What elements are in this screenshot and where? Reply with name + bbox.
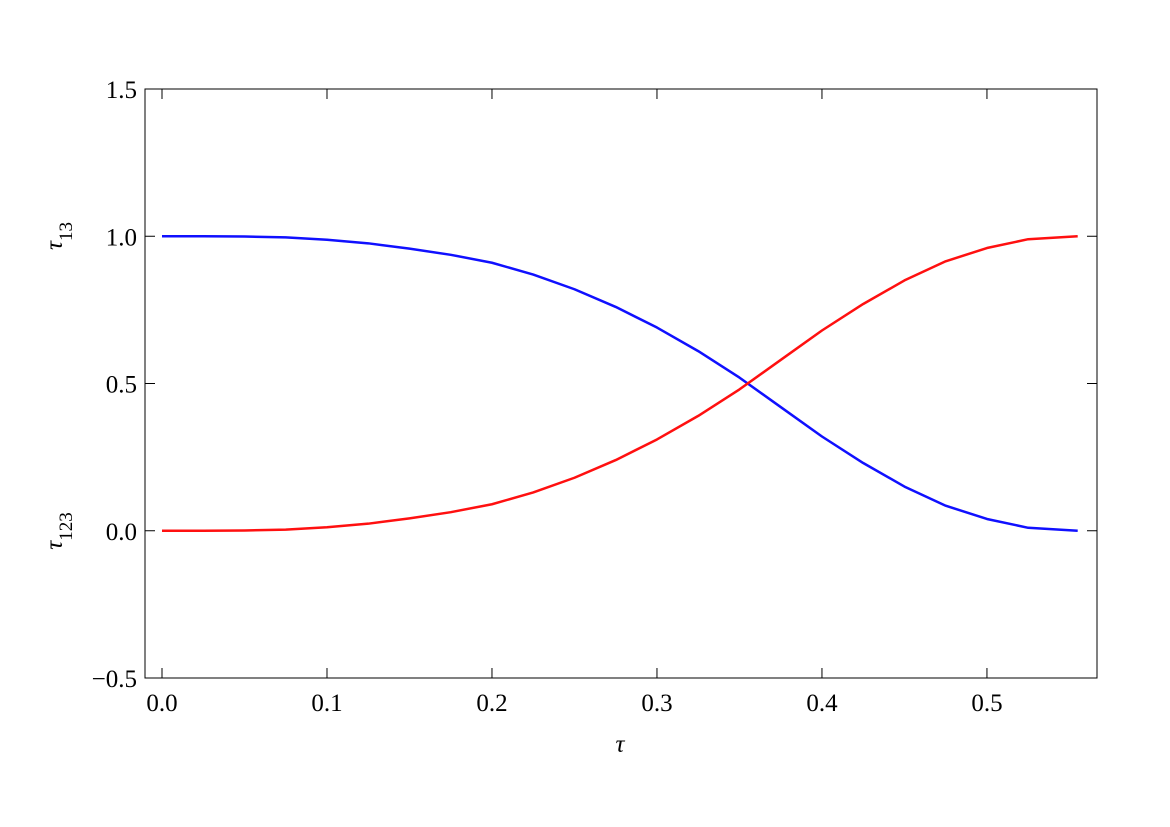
x-tick-label: 0.0 [146, 690, 177, 717]
y-label-symbol: τ [41, 240, 68, 250]
series-line [161, 235, 1078, 532]
x-tick-label: 0.4 [806, 690, 838, 717]
x-tick-label: 0.1 [311, 690, 342, 717]
x-tick-label: 0.3 [641, 690, 672, 717]
y-tick-label: 1.5 [106, 77, 137, 104]
y-label-subscript: 123 [56, 512, 77, 541]
y-label-symbol: τ [41, 540, 68, 550]
y-tick-label: 0.0 [106, 519, 137, 546]
y-axis-label-upper: τ13 [41, 222, 77, 250]
x-axis-label: τ [616, 731, 626, 758]
x-tick-label: 0.2 [476, 690, 507, 717]
y-label-subscript: 13 [56, 222, 77, 241]
series-line [161, 235, 1078, 532]
y-axis-label-lower: τ123 [41, 512, 77, 549]
plot-frame [144, 88, 1098, 679]
y-tick-label: −0.5 [92, 666, 137, 693]
y-tick-label: 1.0 [106, 224, 137, 251]
x-tick-label: 0.5 [971, 690, 1002, 717]
y-tick-label: 0.5 [106, 372, 137, 399]
